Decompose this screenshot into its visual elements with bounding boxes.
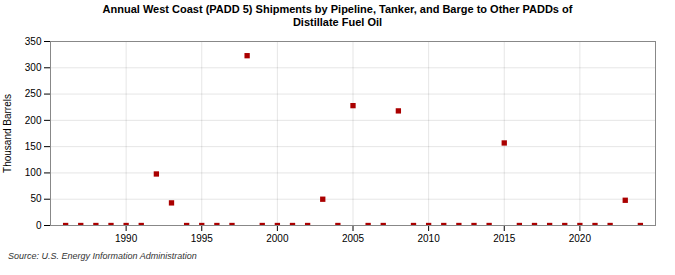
- svg-text:0: 0: [36, 220, 42, 231]
- svg-text:1990: 1990: [115, 233, 138, 244]
- svg-text:50: 50: [30, 193, 42, 204]
- svg-text:2015: 2015: [493, 233, 516, 244]
- svg-text:2000: 2000: [266, 233, 289, 244]
- html-text:Source: U.S. Energy Informatio: Source: U.S. Energy Information Administ…: [8, 251, 197, 261]
- svg-text:100: 100: [25, 167, 42, 178]
- svg-text:250: 250: [25, 88, 42, 99]
- svg-text:2010: 2010: [418, 233, 441, 244]
- svg-text:350: 350: [25, 36, 42, 47]
- html-text:Annual West Coast (PADD 5) Shi: Annual West Coast (PADD 5) Shipments by …: [102, 3, 573, 28]
- svg-text:300: 300: [25, 62, 42, 73]
- svg-text:2020: 2020: [569, 233, 592, 244]
- svg-text:200: 200: [25, 115, 42, 126]
- svg-text:1995: 1995: [191, 233, 214, 244]
- svg-text:2005: 2005: [342, 233, 365, 244]
- svg-text:150: 150: [25, 141, 42, 152]
- svg-text:Thousand Barrels: Thousand Barrels: [2, 94, 13, 173]
